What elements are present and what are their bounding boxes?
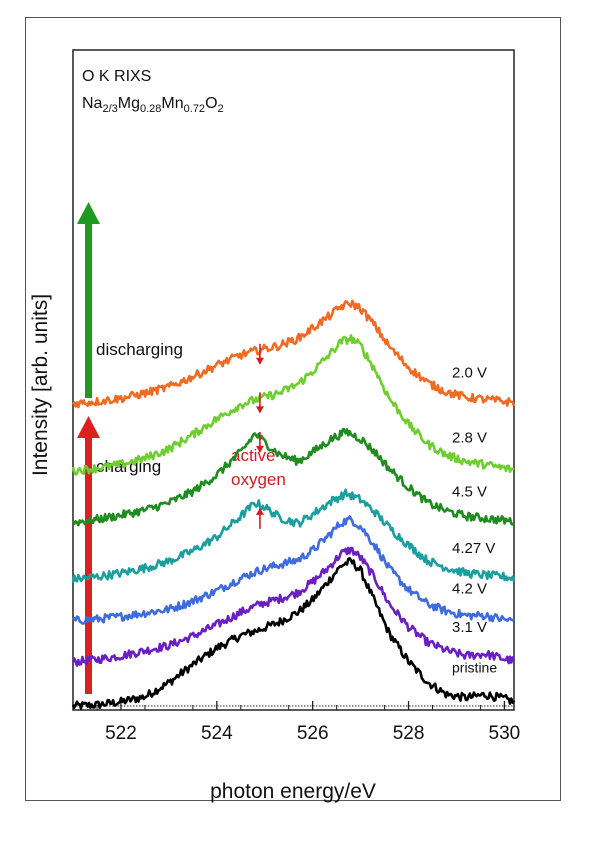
series-line-4-5-v bbox=[71, 427, 515, 527]
series-label: 4.2 V bbox=[452, 581, 487, 598]
series-lines bbox=[71, 299, 516, 710]
series-label: 4.5 V bbox=[452, 483, 487, 500]
active-oxygen-marker bbox=[255, 392, 264, 414]
series-line-2-0-v bbox=[71, 299, 516, 409]
series-line-pristine bbox=[71, 557, 516, 710]
discharging-arrow-head bbox=[77, 202, 100, 224]
x-tick-label: 524 bbox=[201, 723, 233, 744]
series-line-4-2-v bbox=[71, 515, 515, 625]
active-oxygen-marker bbox=[255, 431, 264, 453]
peak-markers bbox=[255, 343, 264, 529]
series-label: 3.1 V bbox=[452, 619, 487, 636]
marker-head bbox=[255, 406, 264, 414]
marker-head bbox=[255, 507, 264, 515]
x-axis-label: photon energy/eV bbox=[210, 780, 376, 803]
sample-formula: Na2/3Mg0.28Mn0.72O2 bbox=[82, 95, 224, 115]
charging-arrow bbox=[77, 416, 100, 694]
series-label: 2.8 V bbox=[452, 430, 487, 447]
series-label: 2.0 V bbox=[452, 364, 487, 381]
plot-area bbox=[72, 49, 515, 711]
x-tick-label: 526 bbox=[297, 723, 329, 744]
series-line-4-27-v bbox=[71, 488, 516, 584]
active-oxygen-marker bbox=[255, 507, 264, 529]
discharging-arrow bbox=[77, 202, 100, 398]
marker-head bbox=[255, 445, 264, 453]
x-tick-label: 528 bbox=[393, 723, 425, 744]
figure-frame bbox=[25, 17, 561, 801]
marker-head bbox=[255, 357, 264, 365]
series-line-3-1-v bbox=[71, 546, 515, 667]
series-labels: pristine 3.1 V 4.2 V 4.27 V 4.5 V 2.8 V 2.0 V bbox=[452, 364, 497, 675]
series-label: 4.27 V bbox=[452, 540, 495, 557]
charging-arrow-shaft bbox=[85, 436, 92, 694]
chart-title: O K RIXS bbox=[82, 68, 151, 85]
discharging-arrow-shaft bbox=[85, 222, 92, 398]
y-axis-label: Intensity [arb. units] bbox=[29, 294, 52, 476]
x-tick-label: 522 bbox=[105, 723, 137, 744]
charging-arrow-head bbox=[77, 416, 100, 438]
active-oxygen-label-line2: oxygen bbox=[231, 470, 286, 489]
x-tick-label: 530 bbox=[489, 723, 521, 744]
series-label: pristine bbox=[452, 660, 497, 676]
series-line-2-8-v bbox=[71, 334, 515, 476]
x-axis-ticks: 522 524 526 528 530 bbox=[96, 701, 521, 744]
active-oxygen-marker bbox=[255, 343, 264, 365]
charging-label: charging bbox=[96, 457, 161, 476]
discharging-label: discharging bbox=[96, 340, 183, 359]
